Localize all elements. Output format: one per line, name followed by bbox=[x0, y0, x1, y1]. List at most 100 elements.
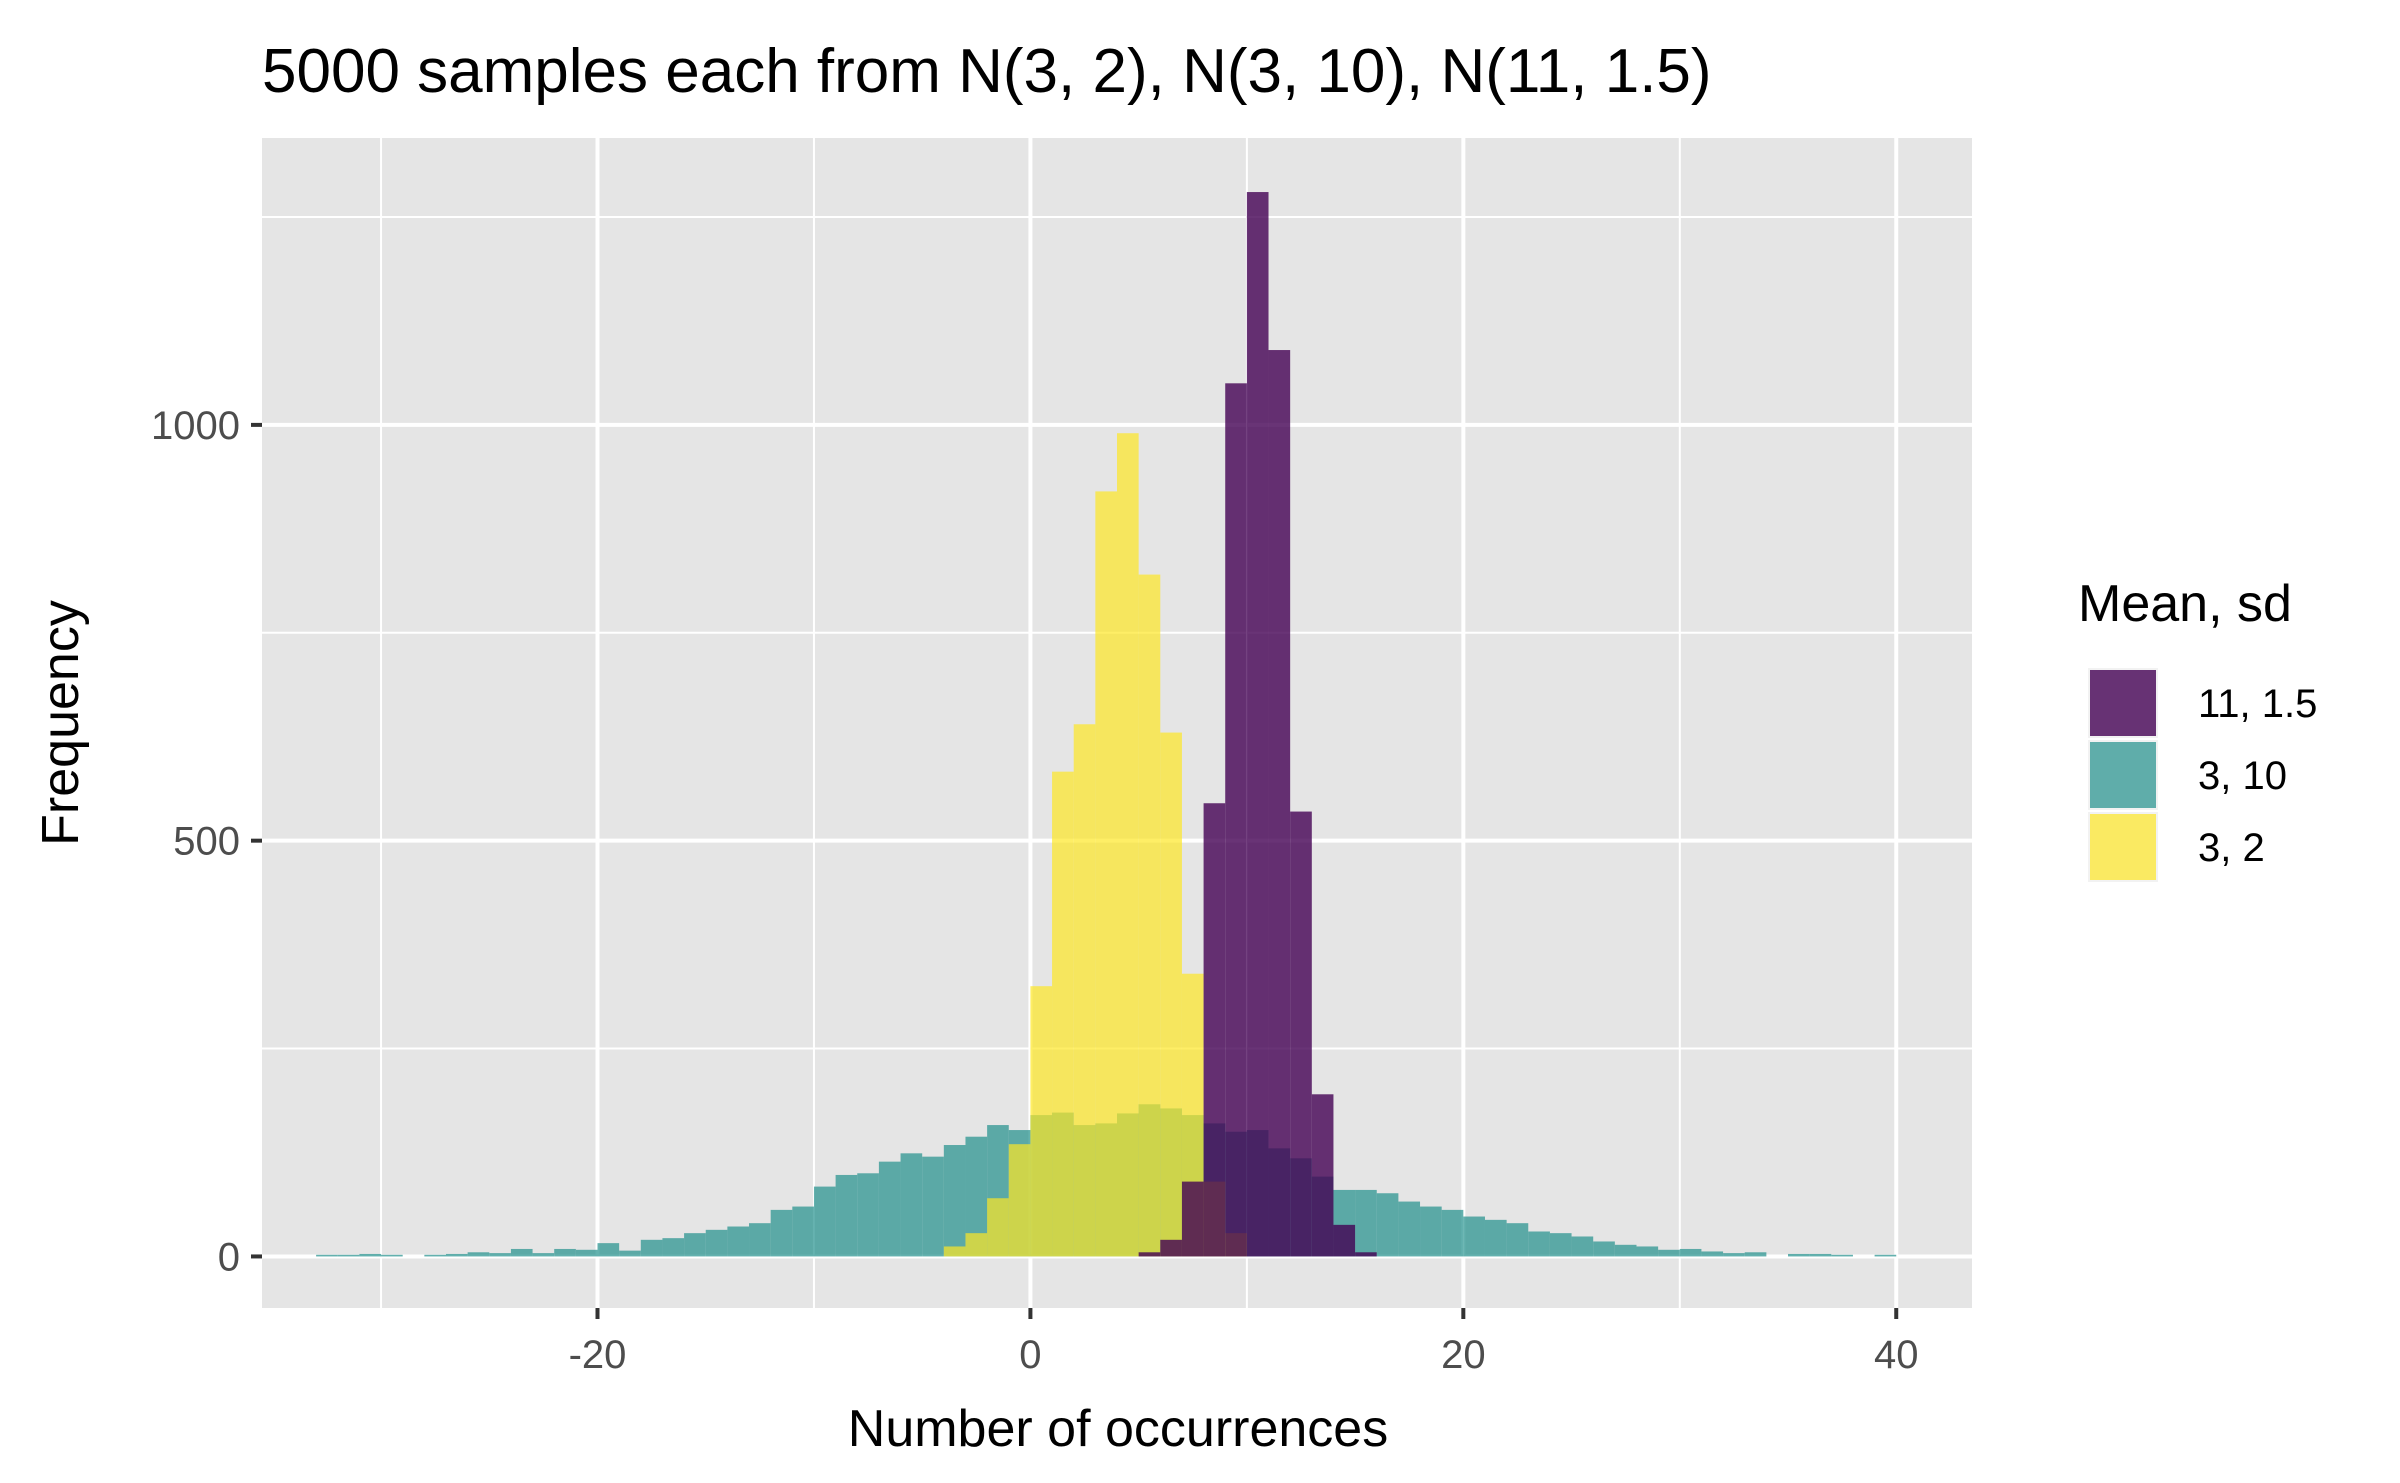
histogram-bar bbox=[1874, 1254, 1897, 1257]
histogram-bar bbox=[813, 1186, 836, 1257]
histogram-bar bbox=[878, 1161, 901, 1257]
histogram-bar bbox=[597, 1243, 620, 1257]
histogram-bar bbox=[1636, 1246, 1659, 1257]
histogram-bar bbox=[1831, 1254, 1853, 1257]
histogram-bar bbox=[1506, 1223, 1529, 1257]
histogram-bar bbox=[1484, 1219, 1507, 1257]
histogram-bar bbox=[900, 1153, 923, 1257]
histogram-bar bbox=[1658, 1249, 1680, 1257]
histogram-bar bbox=[1117, 433, 1139, 1257]
y-tick-label: 0 bbox=[218, 1235, 240, 1279]
histogram-bar bbox=[445, 1253, 468, 1257]
y-axis: 0 500 1000 bbox=[151, 404, 262, 1279]
histogram-bar bbox=[1181, 1181, 1204, 1257]
histogram-bar bbox=[1614, 1244, 1637, 1257]
histogram-bar bbox=[943, 1145, 966, 1257]
histogram-bar bbox=[575, 1249, 598, 1257]
histogram-bar bbox=[510, 1248, 533, 1257]
histogram-bar bbox=[1160, 1239, 1182, 1257]
histogram-bar bbox=[705, 1229, 728, 1257]
x-axis: -20 0 20 40 bbox=[569, 1308, 1919, 1377]
y-tick-label: 1000 bbox=[151, 404, 240, 448]
histogram-bar bbox=[1549, 1233, 1572, 1257]
histogram-bar bbox=[770, 1209, 793, 1257]
histogram-bar bbox=[1593, 1241, 1615, 1257]
histogram-bar bbox=[424, 1254, 446, 1257]
histogram-bar bbox=[1203, 803, 1226, 1257]
histogram-bar bbox=[1246, 192, 1269, 1257]
histogram-bar bbox=[1701, 1251, 1724, 1257]
x-tick-label: 0 bbox=[1019, 1333, 1041, 1377]
histogram-bar bbox=[857, 1173, 879, 1257]
histogram-bar bbox=[1355, 1189, 1377, 1257]
histogram-bar bbox=[1420, 1206, 1442, 1257]
histogram-bar bbox=[1095, 491, 1117, 1257]
histogram-bar bbox=[835, 1174, 858, 1257]
legend-label: 3, 2 bbox=[2198, 826, 2265, 870]
histogram-bar bbox=[619, 1250, 641, 1257]
histogram-bar bbox=[337, 1254, 360, 1257]
histogram-bar bbox=[922, 1156, 944, 1257]
histogram-bar bbox=[1311, 1094, 1334, 1257]
histogram-bar bbox=[1571, 1236, 1594, 1257]
histogram-bar bbox=[1073, 724, 1096, 1257]
x-tick-label: 40 bbox=[1874, 1333, 1919, 1377]
legend: Mean, sd 11, 1.5 3, 10 3, 2 bbox=[2078, 575, 2317, 882]
histogram-bars bbox=[316, 192, 1897, 1257]
histogram-bar bbox=[1376, 1193, 1399, 1257]
legend-swatch bbox=[2090, 670, 2156, 736]
y-axis-title: Frequency bbox=[32, 600, 90, 846]
histogram-bar bbox=[792, 1206, 814, 1257]
histogram-bar bbox=[1030, 986, 1053, 1257]
legend-swatch bbox=[2090, 742, 2156, 808]
legend-label: 11, 1.5 bbox=[2198, 682, 2317, 726]
histogram-bar bbox=[1723, 1253, 1745, 1257]
legend-items: 11, 1.5 3, 10 3, 2 bbox=[2088, 668, 2317, 882]
histogram-bar bbox=[965, 1136, 988, 1257]
histogram-bar bbox=[532, 1253, 555, 1257]
y-tick-label: 500 bbox=[173, 820, 240, 864]
histogram-bar bbox=[662, 1238, 685, 1257]
histogram-bar bbox=[1138, 1252, 1161, 1257]
histogram-bar bbox=[467, 1252, 490, 1257]
histogram-bar bbox=[1463, 1216, 1485, 1257]
histogram-bar bbox=[640, 1239, 663, 1257]
histogram-bar bbox=[554, 1248, 576, 1257]
histogram-bar bbox=[1355, 1252, 1377, 1257]
histogram-bar bbox=[1160, 732, 1182, 1257]
histogram-bar bbox=[987, 1198, 1009, 1257]
legend-label: 3, 10 bbox=[2198, 754, 2287, 798]
histogram-bar bbox=[1809, 1253, 1832, 1257]
histogram-bar bbox=[489, 1253, 511, 1257]
chart-title: 5000 samples each from N(3, 2), N(3, 10)… bbox=[262, 37, 1712, 106]
histogram-bar bbox=[1333, 1224, 1356, 1257]
histogram-bar bbox=[684, 1233, 706, 1257]
x-tick-label: -20 bbox=[569, 1333, 627, 1377]
histogram-bar bbox=[1788, 1253, 1810, 1257]
histogram-bar bbox=[1679, 1248, 1702, 1257]
histogram-bar bbox=[381, 1254, 403, 1257]
x-tick-label: 20 bbox=[1441, 1333, 1486, 1377]
histogram-bar bbox=[1290, 811, 1312, 1257]
histogram-bar bbox=[1008, 1144, 1031, 1257]
histogram-bar bbox=[1138, 574, 1161, 1257]
histogram-bar bbox=[1225, 383, 1247, 1257]
histogram-bar bbox=[1398, 1201, 1421, 1257]
histogram-bar bbox=[749, 1223, 771, 1257]
histogram-bar bbox=[316, 1254, 338, 1257]
histogram-bar bbox=[943, 1246, 966, 1257]
histogram-bar bbox=[1744, 1252, 1767, 1257]
series-11-1-5 bbox=[1138, 192, 1377, 1257]
histogram-bar bbox=[727, 1226, 750, 1257]
histogram-bar bbox=[1528, 1231, 1550, 1257]
histogram-bar bbox=[1441, 1209, 1464, 1257]
x-axis-title: Number of occurrences bbox=[848, 1400, 1388, 1458]
legend-swatch bbox=[2090, 814, 2156, 880]
histogram-bar bbox=[965, 1233, 988, 1257]
histogram-bar bbox=[359, 1253, 382, 1257]
histogram-bar bbox=[1268, 350, 1291, 1257]
legend-title: Mean, sd bbox=[2078, 575, 2292, 633]
histogram-bar bbox=[1052, 771, 1074, 1257]
